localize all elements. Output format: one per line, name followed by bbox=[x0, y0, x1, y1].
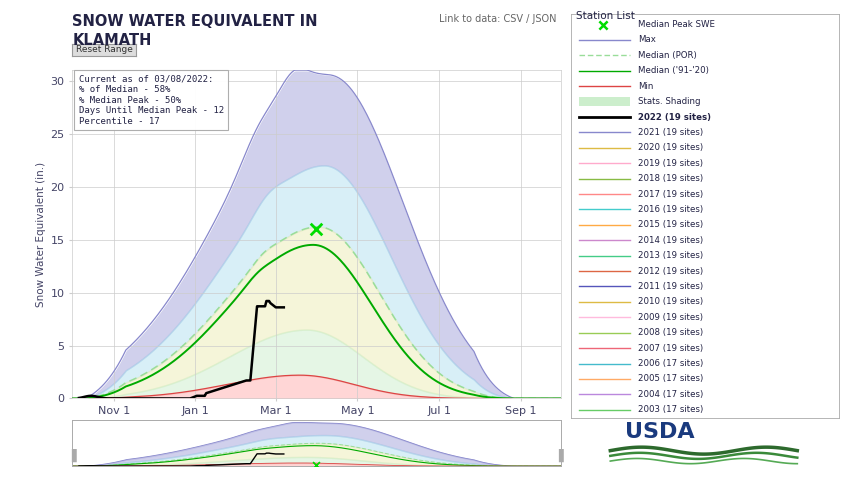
Text: 2005 (17 sites): 2005 (17 sites) bbox=[638, 374, 704, 384]
Text: 2009 (19 sites): 2009 (19 sites) bbox=[638, 313, 703, 322]
Text: 2018 (19 sites): 2018 (19 sites) bbox=[638, 174, 703, 183]
Text: 2010 (19 sites): 2010 (19 sites) bbox=[638, 298, 703, 306]
Text: 2021 (19 sites): 2021 (19 sites) bbox=[638, 128, 703, 137]
Point bbox=[309, 461, 323, 469]
Text: 2011 (19 sites): 2011 (19 sites) bbox=[638, 282, 703, 291]
Text: Median (POR): Median (POR) bbox=[638, 51, 697, 60]
Point bbox=[309, 461, 323, 469]
Text: 2004 (17 sites): 2004 (17 sites) bbox=[638, 390, 704, 399]
Text: 2014 (19 sites): 2014 (19 sites) bbox=[638, 236, 703, 245]
Text: Max: Max bbox=[638, 35, 656, 44]
Text: 2015 (19 sites): 2015 (19 sites) bbox=[638, 220, 703, 229]
Text: 2019 (19 sites): 2019 (19 sites) bbox=[638, 159, 703, 168]
Text: 2006 (17 sites): 2006 (17 sites) bbox=[638, 359, 704, 368]
Text: 2016 (19 sites): 2016 (19 sites) bbox=[638, 205, 703, 214]
Text: Median Peak SWE: Median Peak SWE bbox=[638, 20, 715, 29]
Text: Reset Range: Reset Range bbox=[76, 45, 133, 54]
Text: 2013 (19 sites): 2013 (19 sites) bbox=[638, 251, 703, 260]
Text: Min: Min bbox=[638, 82, 654, 91]
Text: Station List: Station List bbox=[576, 11, 635, 21]
Text: Median ('91-'20): Median ('91-'20) bbox=[638, 66, 709, 75]
Text: USDA: USDA bbox=[626, 422, 695, 442]
Text: 2017 (19 sites): 2017 (19 sites) bbox=[638, 189, 703, 199]
Text: ▌: ▌ bbox=[558, 449, 568, 462]
FancyBboxPatch shape bbox=[579, 97, 630, 106]
Point bbox=[309, 225, 323, 233]
Text: 2007 (19 sites): 2007 (19 sites) bbox=[638, 343, 703, 353]
Text: Link to data: CSV / JSON: Link to data: CSV / JSON bbox=[439, 14, 557, 24]
Text: 2003 (17 sites): 2003 (17 sites) bbox=[638, 405, 704, 414]
Text: 2012 (19 sites): 2012 (19 sites) bbox=[638, 267, 703, 276]
Y-axis label: Snow Water Equivalent (in.): Snow Water Equivalent (in.) bbox=[37, 162, 46, 307]
Text: 2022 (19 sites): 2022 (19 sites) bbox=[638, 113, 711, 122]
Text: 2020 (19 sites): 2020 (19 sites) bbox=[638, 143, 703, 152]
Text: SNOW WATER EQUIVALENT IN
KLAMATH: SNOW WATER EQUIVALENT IN KLAMATH bbox=[72, 14, 318, 48]
Text: Current as of 03/08/2022:
% of Median - 58%
% Median Peak - 50%
Days Until Media: Current as of 03/08/2022: % of Median - … bbox=[78, 75, 224, 126]
Text: Stats. Shading: Stats. Shading bbox=[638, 97, 700, 106]
Text: ▐: ▐ bbox=[66, 449, 76, 462]
Text: 2008 (19 sites): 2008 (19 sites) bbox=[638, 328, 703, 337]
